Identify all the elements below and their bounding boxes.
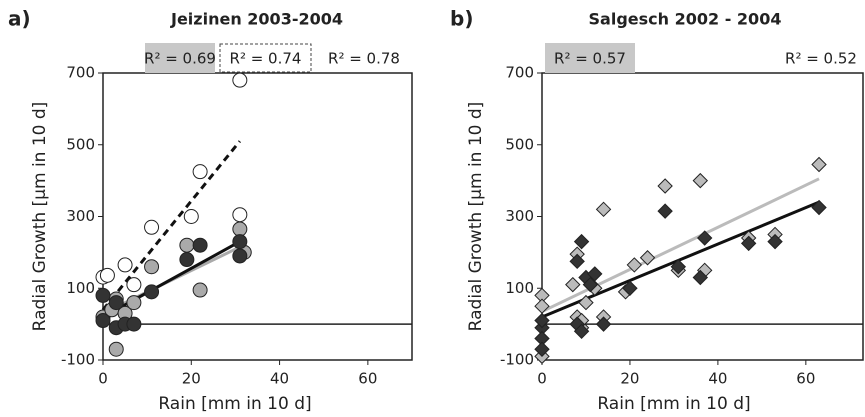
x-tick-label: 40 (270, 370, 289, 388)
point (232, 234, 248, 250)
point (144, 219, 160, 235)
y-tick-label: 100 (66, 279, 95, 297)
point (179, 237, 195, 253)
point (582, 276, 599, 293)
point (811, 199, 827, 216)
x-tick-label: 0 (98, 370, 108, 388)
point (565, 276, 581, 293)
point (108, 341, 124, 357)
point (639, 250, 656, 266)
point (232, 221, 248, 237)
y-tick-label: 500 (66, 135, 95, 153)
point (626, 257, 643, 273)
y-tick-label: -100 (500, 351, 534, 369)
y-axis-label: Radial Growth [µm in 10 d] (466, 102, 486, 332)
y-tick-label: 300 (66, 207, 95, 225)
point (657, 178, 673, 194)
y-tick-label: 700 (505, 64, 534, 82)
point (692, 269, 709, 286)
point (95, 287, 111, 303)
point (232, 207, 248, 223)
r2-box (545, 43, 635, 73)
point (811, 156, 827, 173)
point (595, 316, 612, 332)
chart-title: Jeizinen 2003-2004 (170, 10, 343, 29)
x-axis-label: Rain [mm in 10 d] (158, 394, 311, 414)
point (534, 298, 550, 314)
x-axis-label: Rain [mm in 10 d] (597, 394, 750, 414)
point (573, 233, 590, 250)
point (696, 230, 713, 246)
fit-line (102, 240, 241, 319)
plot-frame (102, 72, 413, 361)
r2-label: R² = 0.78 (328, 50, 400, 68)
point (192, 282, 208, 298)
y-tick-label: 300 (505, 207, 534, 225)
x-tick-label: 40 (708, 370, 727, 388)
point (534, 312, 550, 329)
fit-line (101, 140, 242, 311)
y-tick-label: 500 (505, 135, 534, 153)
point (569, 253, 585, 270)
plot-frame (541, 72, 864, 361)
point (670, 259, 687, 275)
x-tick-label: 0 (537, 370, 547, 388)
figure-body: a) Jeizinen 2003-2004 Rain [mm in 10 d] Rad… (8, 7, 864, 414)
point (578, 294, 594, 311)
y-axis-label: Radial Growth [µm in 10 d] (30, 102, 50, 332)
r2-box (219, 43, 312, 73)
panel-label: b) (450, 7, 473, 31)
point (117, 257, 133, 273)
point (144, 259, 160, 275)
point (192, 164, 208, 180)
point (657, 203, 673, 219)
point (232, 248, 248, 264)
panel-label: a) (8, 7, 31, 31)
point (622, 280, 638, 296)
point (144, 284, 160, 300)
point (692, 172, 709, 189)
point (179, 252, 195, 268)
point (99, 267, 115, 283)
r2-label: R² = 0.52 (785, 50, 857, 68)
x-tick-label: 20 (182, 370, 201, 388)
y-tick-label: -100 (61, 351, 95, 369)
y-tick-label: 700 (66, 64, 95, 82)
point (126, 277, 142, 293)
point (95, 313, 111, 329)
y-tick-label: 100 (505, 279, 534, 297)
r2-box (145, 43, 215, 73)
point (534, 341, 550, 357)
r2-label: R² = 0.57 (554, 50, 626, 68)
point (108, 295, 124, 311)
x-tick-label: 60 (358, 370, 377, 388)
point (767, 233, 783, 250)
r2-label: R² = 0.74 (230, 50, 302, 68)
point (587, 266, 603, 282)
point (595, 201, 612, 218)
x-tick-label: 20 (620, 370, 639, 388)
point (126, 316, 142, 332)
chart-title: Salgesch 2002 - 2004 (589, 10, 782, 29)
point (740, 235, 757, 252)
point (192, 237, 208, 253)
r2-label: R² = 0.69 (144, 50, 216, 68)
point (126, 295, 142, 311)
point (232, 72, 248, 88)
point (183, 209, 199, 224)
point (573, 323, 590, 340)
x-tick-label: 60 (796, 370, 815, 388)
